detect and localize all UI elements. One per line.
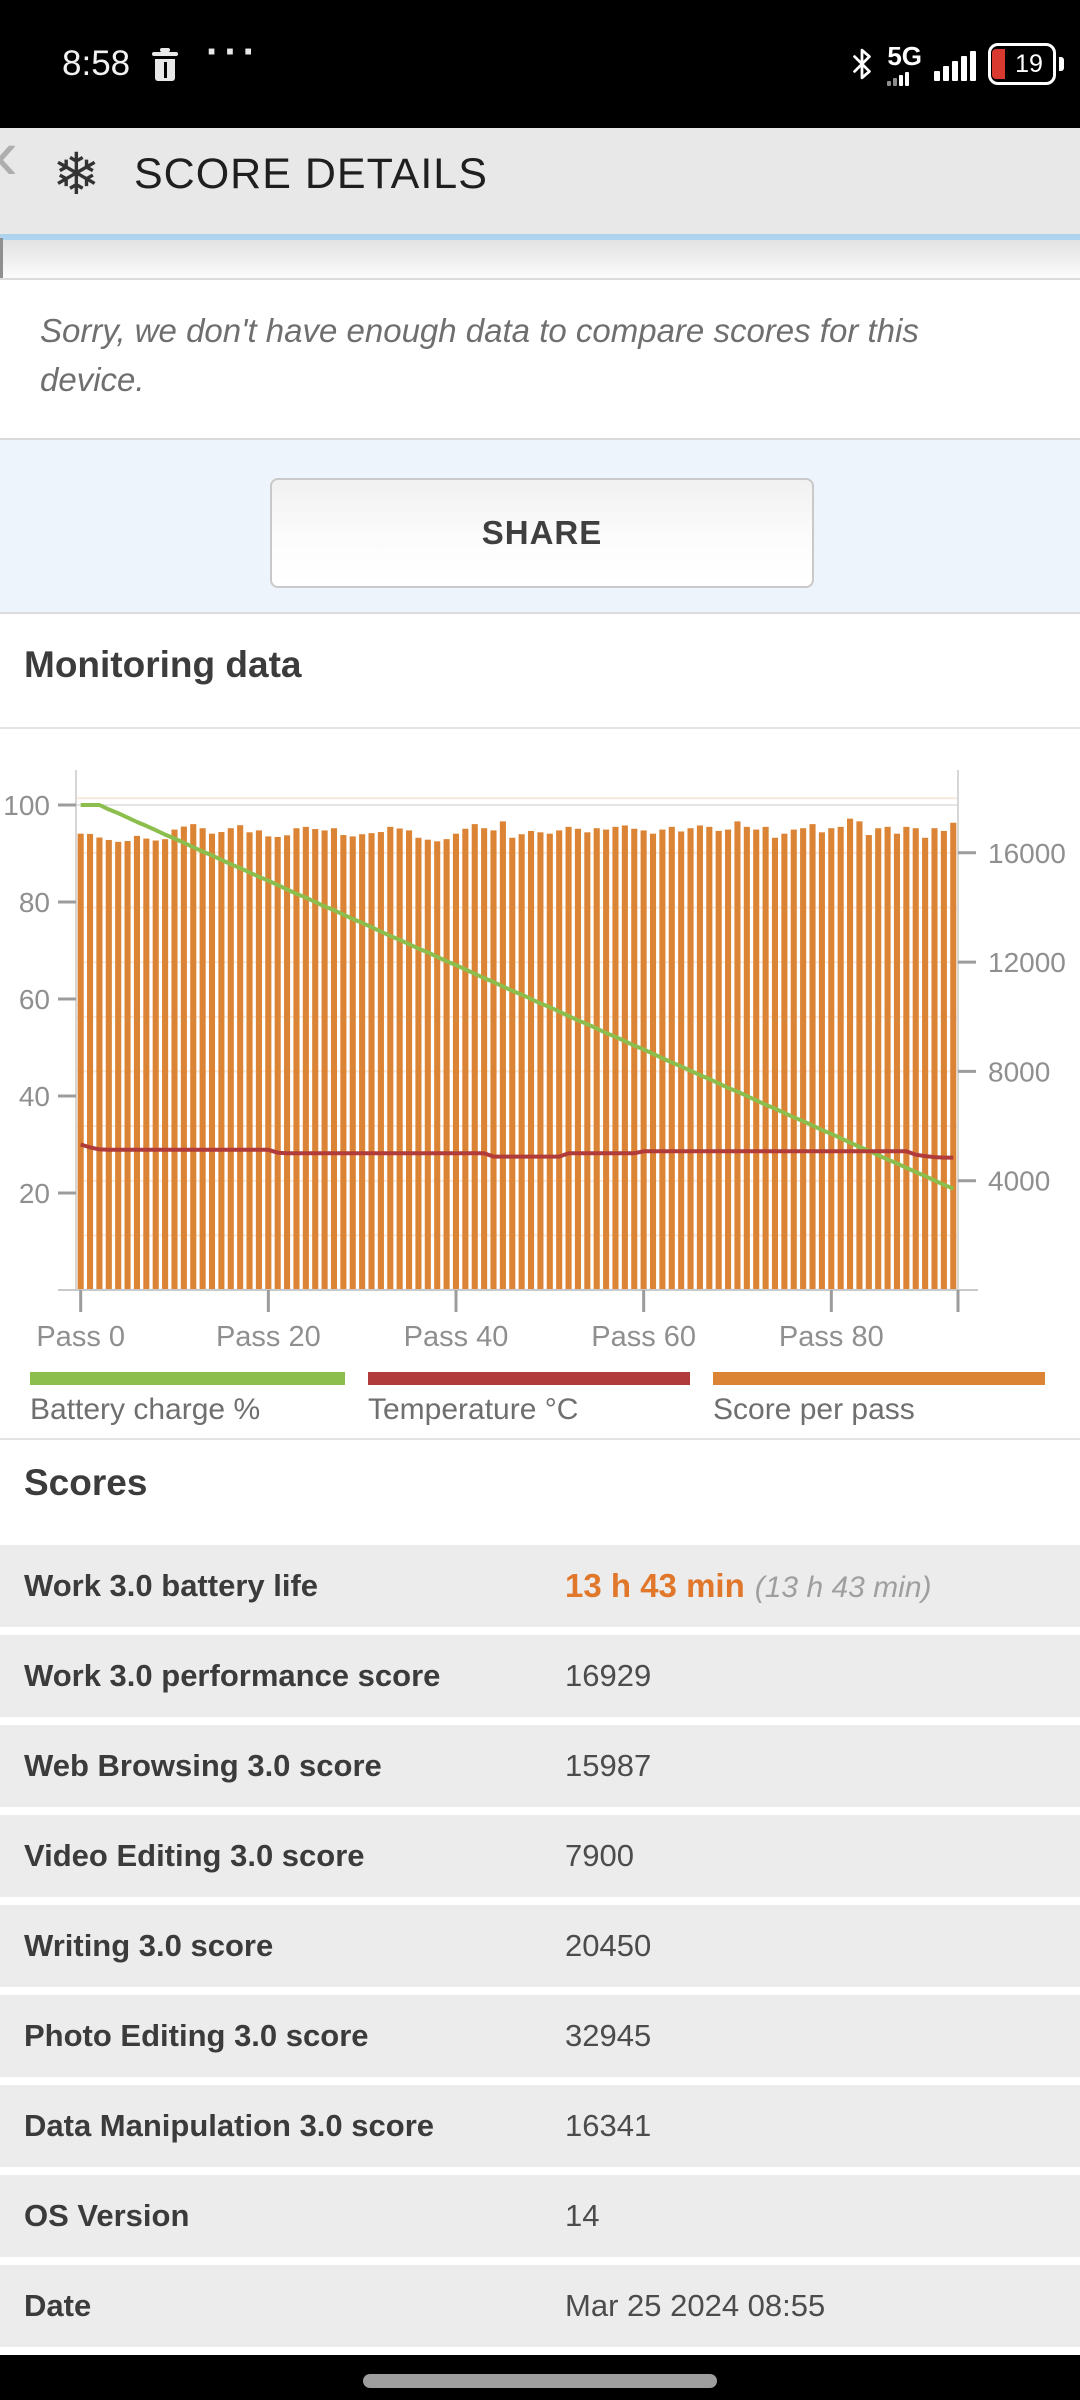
svg-text:20: 20 [19,1178,50,1209]
legend-swatch-score [713,1372,1045,1385]
svg-text:40: 40 [19,1081,50,1112]
row-label: Work 3.0 battery life [24,1568,319,1603]
svg-text:Pass 80: Pass 80 [779,1321,884,1353]
trash-icon [152,48,178,82]
header-accent-line [0,234,1080,240]
clock: 8:58 [62,44,131,83]
table-row: Work 3.0 performance score 16929 [0,1635,1080,1717]
svg-text:80: 80 [19,887,50,918]
svg-text:Pass 60: Pass 60 [591,1321,696,1353]
row-label: Video Editing 3.0 score [24,1838,365,1873]
row-label: Work 3.0 performance score [24,1658,441,1693]
legend-label-battery: Battery charge % [30,1393,261,1426]
battery-icon: 19 [988,43,1064,85]
sim1-signal: 5G [887,43,922,86]
table-row: Photo Editing 3.0 score 32945 [0,1995,1080,2077]
divider [0,1438,1080,1440]
legend-swatch-battery [30,1372,345,1385]
more-notifications-icon: ··· [206,30,261,74]
row-value: 14 [565,2198,600,2233]
row-value: 20450 [565,1928,652,1963]
legend-swatch-temperature [368,1372,690,1385]
row-value: 32945 [565,2018,652,2053]
legend-label-temperature: Temperature °C [368,1393,579,1426]
header-shadow [0,240,1080,278]
compare-notice-card: Sorry, we don't have enough data to comp… [0,280,1080,440]
row-label: Data Manipulation 3.0 score [24,2108,434,2143]
svg-text:60: 60 [19,984,50,1015]
row-label: Photo Editing 3.0 score [24,2018,369,2053]
battery-life-value: 13 h 43 min [565,1567,745,1604]
row-label: Web Browsing 3.0 score [24,1748,382,1783]
signal-bars-icon [934,47,976,81]
row-label: Date [24,2288,92,2323]
status-bar: 8:58 ··· 5G 19 [0,0,1080,128]
svg-text:4000: 4000 [988,1166,1050,1197]
battery-fill [992,49,1005,79]
table-row: OS Version 14 [0,2175,1080,2257]
status-icons: 5G 19 [849,0,1064,128]
svg-text:Pass 0: Pass 0 [36,1321,125,1353]
svg-text:100: 100 [3,790,50,821]
divider [0,727,1080,729]
network-type-label: 5G [887,40,922,71]
gesture-nav-bar [0,2355,1080,2400]
divider [0,278,1080,280]
row-value: 16341 [565,2108,652,2143]
row-value: 15987 [565,1748,652,1783]
svg-text:Pass 20: Pass 20 [216,1321,321,1353]
share-section: SHARE [0,440,1080,614]
monitoring-chart: 20 40 60 80 100 4000 8000 12000 16000 Pass 0 Pass … [3,770,1066,1353]
scores-table: Work 3.0 battery life 13 h 43 min (13 h 4… [0,1545,1080,2355]
share-button[interactable]: SHARE [270,478,814,588]
notice-text: Sorry, we don't have enough data to comp… [40,312,919,398]
monitoring-data-title: Monitoring data [24,644,302,685]
svg-text:16000: 16000 [988,838,1066,869]
row-label: OS Version [24,2198,190,2233]
page-title: SCORE DETAILS [134,150,488,198]
svg-text:Pass 40: Pass 40 [404,1321,509,1353]
table-row: Data Manipulation 3.0 score 16341 [0,2085,1080,2167]
row-value: Mar 25 2024 08:55 [565,2288,826,2323]
chart-legend: Battery charge % Temperature °C Score pe… [0,1372,1080,1452]
legend-item-score: Score per pass [713,1372,1045,1427]
battery-life-note: (13 h 43 min) [754,1571,932,1604]
battery-percent: 19 [1015,49,1043,78]
back-button[interactable]: ‹ [0,114,18,196]
pcmark-logo-icon: ❄ [52,142,101,207]
legend-item-battery: Battery charge % [30,1372,345,1427]
row-value: 16929 [565,1658,652,1693]
svg-text:12000: 12000 [988,947,1066,978]
svg-text:8000: 8000 [988,1056,1050,1087]
table-row-battery-life: Work 3.0 battery life 13 h 43 min (13 h 4… [0,1545,1080,1627]
row-value: 7900 [565,1838,634,1873]
table-row: Web Browsing 3.0 score 15987 [0,1725,1080,1807]
legend-item-temperature: Temperature °C [368,1372,690,1427]
row-value: 13 h 43 min (13 h 43 min) [565,1545,932,1627]
table-row: Video Editing 3.0 score 7900 [0,1815,1080,1897]
signal-mini-icon [887,71,910,86]
bluetooth-icon [853,48,872,80]
table-row: Date Mar 25 2024 08:55 [0,2265,1080,2347]
app-header: ‹ ❄ SCORE DETAILS [0,115,1080,234]
legend-label-score: Score per pass [713,1393,915,1426]
row-label: Writing 3.0 score [24,1928,274,1963]
scrollbar-thumb[interactable] [0,238,3,304]
scores-title: Scores [24,1462,148,1503]
home-handle[interactable] [363,2374,717,2388]
table-row: Writing 3.0 score 20450 [0,1905,1080,1987]
